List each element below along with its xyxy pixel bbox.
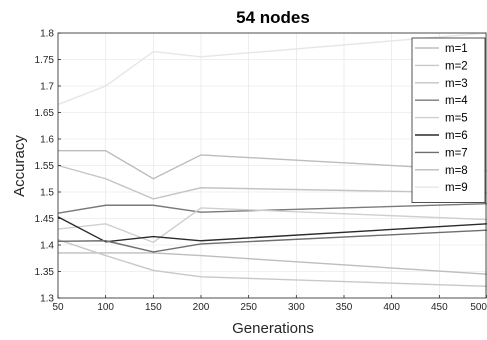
series-line-m=1 [58,252,487,275]
legend: m=1 m=2 m=3 m=4 m=5 m=6 m=7 m=8 m=9 [411,37,486,204]
x-tick-label: 100 [97,302,114,313]
x-tick-label: 350 [336,302,353,313]
legend-label: m=9 [445,182,468,194]
y-tick-label: 1.45 [35,214,55,225]
y-tick-label: 1.65 [35,108,55,119]
series-line-m=6 [57,216,487,243]
x-tick-label: 400 [383,302,400,313]
series-line-m=8 [58,149,487,180]
x-tick-label: 300 [288,302,305,313]
x-tick-label: 450 [431,302,448,313]
legend-label: m=6 [445,130,468,142]
legend-label: m=5 [445,113,468,125]
y-tick-label: 1.7 [40,82,54,93]
y-tick-label: 1.35 [35,267,55,278]
x-tick-label: 200 [193,302,210,313]
y-tick-label: 1.75 [35,55,55,66]
y-tick-label: 1.4 [40,241,54,252]
y-tick-label: 1.3 [40,294,54,305]
x-tick-label: 500 [470,302,487,313]
series-line-m=7 [57,229,487,253]
series-line-m=2 [57,239,487,288]
series-line-m=3 [57,164,487,200]
y-tick-label: 1.55 [35,161,55,172]
y-tick-label: 1.8 [40,29,54,40]
y-axis-label: Accuracy [11,135,28,197]
series-lines [57,32,487,288]
legend-label: m=8 [445,165,468,177]
legend-label: m=7 [445,147,468,159]
x-tick-label: 250 [240,302,257,313]
series-line-m=4 [57,202,487,214]
legend-label: m=1 [445,43,468,55]
y-tick-label: 1.6 [40,135,54,146]
ticks: 50 100 150 200 250 300 350 400 450 500 1.3 1.35 1.4 1… [35,29,487,313]
x-axis-label: Generations [232,320,314,337]
legend-label: m=2 [445,60,468,72]
x-tick-label: 150 [145,302,162,313]
legend-label: m=3 [445,78,468,90]
legend-label: m=4 [445,95,468,107]
series-line-m=5 [57,207,487,244]
x-tick-label: 50 [52,302,64,313]
chart-title: 54 nodes [236,8,310,27]
series-line-m=9 [57,32,487,106]
y-tick-label: 1.5 [40,188,54,199]
